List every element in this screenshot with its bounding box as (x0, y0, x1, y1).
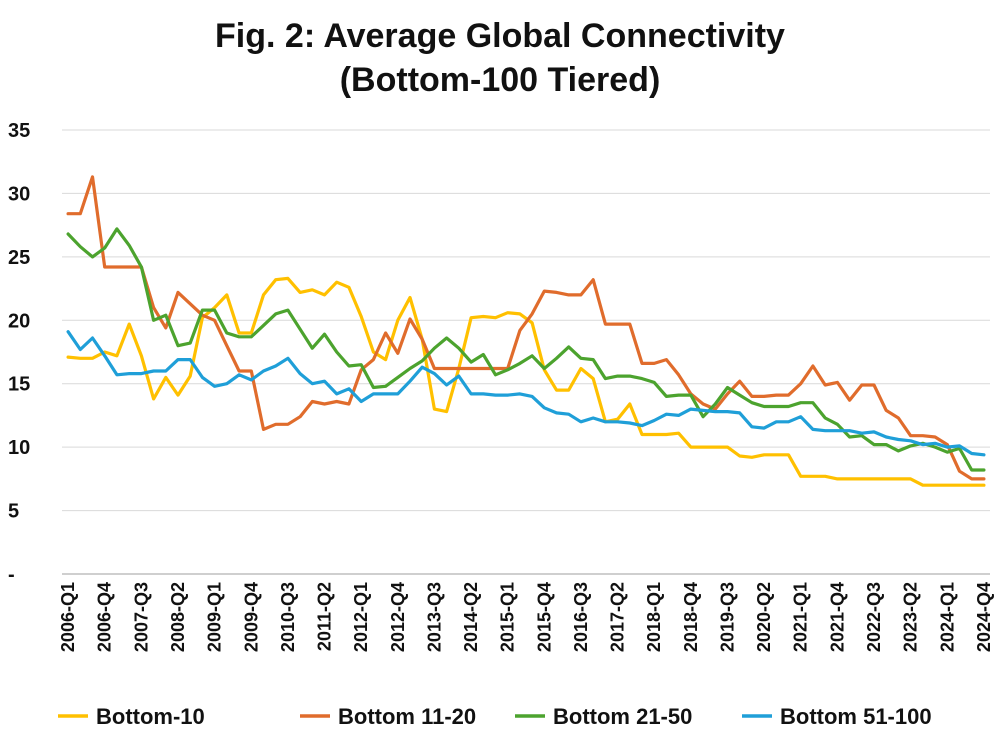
x-tick-label: 2009-Q1 (205, 582, 225, 652)
series-line-1 (66, 276, 986, 487)
chart-subtitle: (Bottom-100 Tiered) (339, 61, 661, 99)
x-tick-label: 2010-Q3 (278, 582, 298, 652)
legend-label: Bottom-10 (96, 704, 205, 729)
x-tick-label: 2018-Q1 (644, 582, 664, 652)
x-tick-label: 2023-Q2 (901, 582, 921, 652)
legend-label: Bottom 51-100 (780, 704, 932, 729)
x-tick-label: 2021-Q1 (791, 582, 811, 652)
x-tick-label: 2015-Q1 (498, 582, 518, 652)
x-tick-label: 2011-Q2 (315, 582, 335, 651)
y-tick-label: 15 (8, 374, 30, 396)
x-tick-label: 2021-Q4 (827, 582, 847, 652)
series-line-4 (66, 330, 986, 457)
y-tick-label: - (8, 564, 15, 586)
y-tick-label: 30 (8, 183, 30, 205)
x-tick-label: 2024-Q1 (937, 582, 957, 652)
legend-label: Bottom 11-20 (338, 704, 476, 729)
x-tick-label: 2019-Q3 (717, 582, 737, 652)
chart-title: Fig. 2: Average Global Connectivity (215, 17, 785, 55)
legend-label: Bottom 21-50 (553, 704, 692, 729)
series-line-3 (66, 227, 986, 472)
y-tick-label: 5 (8, 501, 19, 523)
x-tick-label: 2017-Q2 (608, 582, 628, 652)
series-line-2 (66, 175, 986, 481)
y-tick-label: 25 (8, 247, 30, 269)
y-tick-label: 35 (8, 120, 30, 142)
x-tick-label: 2007-Q3 (131, 582, 151, 652)
x-tick-label: 2012-Q1 (351, 582, 371, 652)
x-tick-label: 2022-Q3 (864, 582, 884, 652)
y-tick-label: 20 (8, 310, 30, 332)
x-tick-label: 2024-Q4 (974, 582, 994, 652)
chart-title-block: Fig. 2: Average Global Connectivity (Bot… (0, 14, 1000, 102)
x-tick-label: 2013-Q3 (424, 582, 444, 652)
x-tick-label: 2012-Q4 (388, 582, 408, 652)
x-tick-label: 2015-Q4 (534, 582, 554, 652)
x-tick-label: 2006-Q4 (95, 582, 115, 652)
y-tick-label: 10 (8, 437, 30, 459)
x-tick-label: 2018-Q4 (681, 582, 701, 652)
x-tick-label: 2009-Q4 (241, 582, 261, 652)
x-tick-label: 2006-Q1 (58, 582, 78, 652)
x-tick-label: 2008-Q2 (168, 582, 188, 652)
x-tick-label: 2014-Q2 (461, 582, 481, 652)
x-tick-label: 2020-Q2 (754, 582, 774, 652)
x-tick-label: 2016-Q3 (571, 582, 591, 652)
